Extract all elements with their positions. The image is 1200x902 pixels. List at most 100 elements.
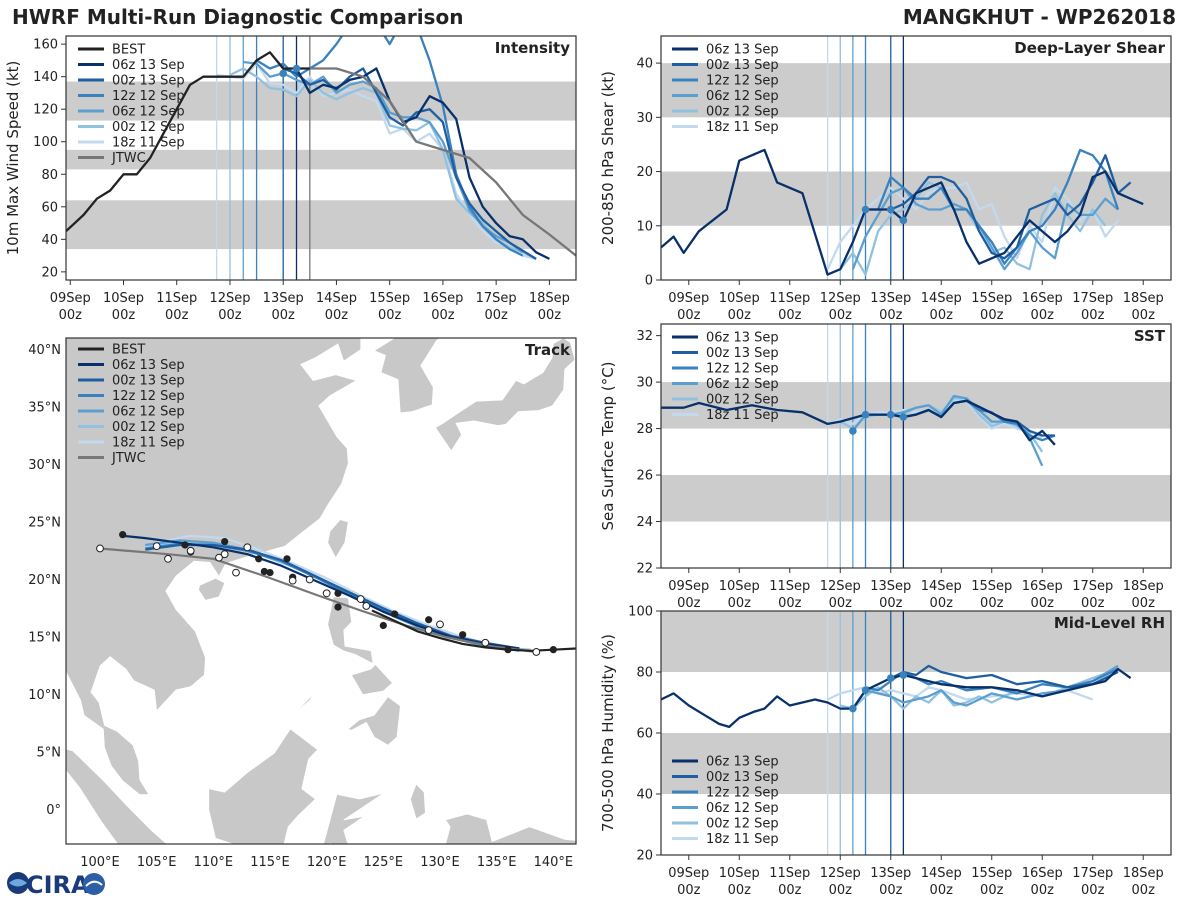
rh-band-1	[661, 611, 1171, 672]
shear-xtick-label-hour: 00z	[980, 308, 1004, 323]
land-luzon	[327, 596, 374, 665]
intensity-title: Intensity	[495, 39, 571, 57]
sst-xtick-label-hour: 00z	[930, 596, 954, 611]
shear-plot-area	[661, 36, 1171, 280]
track-legend-label-12z-12-sep: 12z 12 Sep	[112, 389, 185, 404]
rh-xtick-label: 13Sep	[870, 866, 911, 881]
intensity-marker-0	[279, 69, 288, 78]
sst-xtick-label-hour: 00z	[1081, 596, 1105, 611]
intensity-xtick-label-hour: 00z	[538, 308, 562, 323]
rh-xtick-label: 09Sep	[668, 866, 709, 881]
shear-xtick-label: 10Sep	[719, 291, 760, 306]
intensity-ytick-label: 100	[33, 135, 58, 150]
shear-xtick-label-hour: 00z	[1081, 308, 1105, 323]
shear-ylabel: 200-850 hPa Shear (kt)	[599, 71, 617, 245]
rh-series-18z-11-sep	[827, 686, 1094, 701]
track-title: Track	[525, 341, 571, 359]
rh-xtick-label: 12Sep	[820, 866, 861, 881]
shear-xtick-label: 14Sep	[921, 291, 962, 306]
track-marker-filled-2	[459, 631, 467, 639]
track-marker-filled-14	[181, 541, 189, 549]
intensity-xtick-label: 14Sep	[316, 291, 357, 306]
rh-xtick-label-hour: 00z	[1081, 883, 1105, 898]
land-sumatra	[66, 748, 168, 844]
track-lon-label: 110°E	[194, 855, 234, 870]
rh-series-06z-13-sep	[661, 667, 1132, 729]
track-legend-label-00z-13-sep: 00z 13 Sep	[112, 374, 185, 389]
rh-title: Mid-Level RH	[1054, 614, 1165, 632]
track-lat-label: 25°N	[28, 516, 61, 531]
track-series-best	[371, 609, 576, 652]
shear-xtick-label-hour: 00z	[728, 308, 752, 323]
sst-frame	[660, 323, 1172, 569]
rh-legend-label-00z-12-sep: 00z 12 Sep	[706, 817, 779, 832]
land-japan	[435, 338, 576, 452]
intensity-xtick-label-hour: 00z	[378, 308, 402, 323]
rh-legend-label-06z-13-sep: 06z 13 Sep	[706, 755, 779, 770]
intensity-legend-label-00z-12-sep: 00z 12 Sep	[112, 120, 185, 135]
sst-marker-3	[899, 413, 908, 421]
rh-xtick-label-hour: 00z	[930, 883, 954, 898]
intensity-xtick-label: 15Sep	[369, 291, 410, 306]
shear-ytick-label: 20	[636, 165, 653, 180]
rh-xtick-label-hour: 00z	[980, 883, 1004, 898]
intensity-xtick-label: 18Sep	[529, 291, 570, 306]
shear-xtick-label: 18Sep	[1123, 291, 1164, 306]
shear-xtick-label: 12Sep	[820, 291, 861, 306]
sst-legend-label-00z-12-sep: 00z 12 Sep	[706, 393, 779, 408]
track-lat-label: 30°N	[28, 458, 61, 473]
track-legend-label-best: BEST	[112, 343, 145, 358]
intensity-ytick-label: 140	[33, 70, 58, 85]
sst-xtick-label: 16Sep	[1022, 579, 1063, 594]
track-marker-filled-9	[266, 569, 274, 577]
track-legend-label-jtwc: JTWC	[111, 451, 146, 466]
intensity-xtick-label: 12Sep	[209, 291, 250, 306]
track-lat-label: 0°	[46, 803, 61, 818]
sst-xtick-label: 15Sep	[971, 579, 1012, 594]
intensity-ytick-label: 60	[41, 200, 58, 215]
intensity-series-18z-11-sep	[216, 62, 537, 261]
land-visayas	[351, 664, 393, 695]
rh-xtick-label-hour: 00z	[829, 883, 853, 898]
track-lon-label: 115°E	[250, 855, 290, 870]
intensity-ytick-label: 160	[33, 38, 58, 53]
track-lon-label: 140°E	[534, 855, 574, 870]
sst-xtick-label: 18Sep	[1123, 579, 1164, 594]
rh-marker-0	[849, 704, 857, 713]
track-marker-open-13	[186, 546, 195, 555]
intensity-ylabel: 10m Max Wind Speed (kt)	[4, 61, 22, 256]
track-marker-open-0	[532, 648, 541, 656]
shear-legend-label-06z-12-sep: 06z 12 Sep	[706, 89, 779, 104]
shear-series-12z-12-sep	[865, 148, 1120, 265]
rh-xtick-label: 10Sep	[719, 866, 760, 881]
shear-xtick-label-hour: 00z	[930, 308, 954, 323]
sst-ytick-label: 28	[636, 422, 653, 437]
land-borneo	[208, 728, 319, 844]
intensity-xtick-label-hour: 00z	[272, 308, 296, 323]
track-legend-label-06z-13-sep: 06z 13 Sep	[112, 358, 185, 373]
intensity-series-06z-13-sep	[295, 67, 550, 260]
sst-xtick-label: 11Sep	[769, 579, 810, 594]
sst-xtick-label: 17Sep	[1072, 579, 1113, 594]
shear-marker-1	[886, 205, 895, 214]
track-marker-filled-15	[119, 531, 127, 539]
rh-xtick-label-hour: 00z	[677, 883, 701, 898]
rh-xtick-label-hour: 00z	[778, 883, 802, 898]
shear-ytick-label: 0	[645, 274, 653, 289]
shear-legend-label-18z-11-sep: 18z 11 Sep	[706, 120, 779, 135]
rh-ytick-label: 40	[636, 788, 653, 803]
intensity-legend-label-06z-13-sep: 06z 13 Sep	[112, 58, 185, 73]
land-new-guinea	[445, 813, 576, 844]
track-legend-label-06z-12-sep: 06z 12 Sep	[112, 405, 185, 420]
intensity-xtick-label: 17Sep	[476, 291, 517, 306]
track-frame	[65, 337, 577, 845]
shear-xtick-label: 11Sep	[769, 291, 810, 306]
shear-legend-label-00z-13-sep: 00z 13 Sep	[706, 58, 779, 73]
track-marker-filled-16	[283, 555, 291, 563]
shear-frame	[660, 35, 1172, 281]
intensity-legend-label-jtwc: JTWC	[111, 151, 146, 166]
intensity-xtick-label-hour: 00z	[431, 308, 455, 323]
shear-xtick-label: 16Sep	[1022, 291, 1063, 306]
sst-xtick-label-hour: 00z	[829, 596, 853, 611]
sst-xtick-label: 10Sep	[719, 579, 760, 594]
